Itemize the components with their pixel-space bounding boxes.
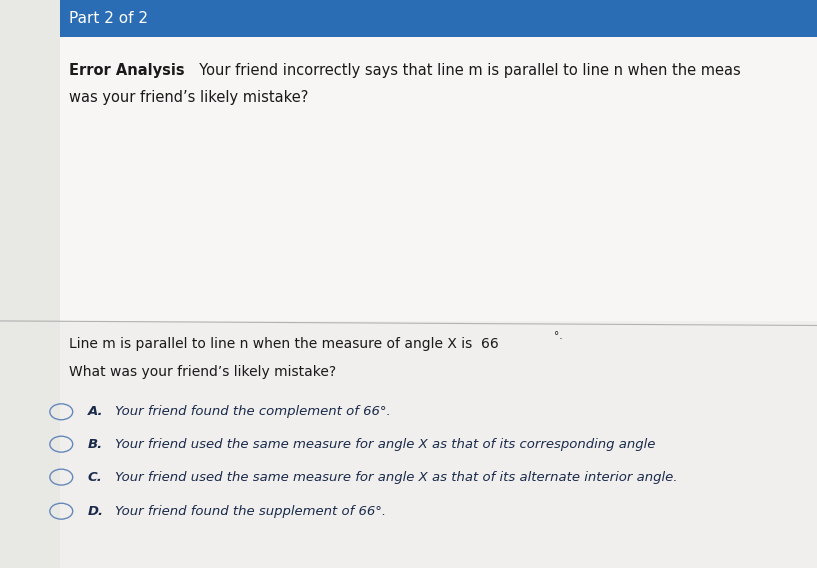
Text: C.: C. xyxy=(87,471,102,483)
Text: °.: °. xyxy=(554,331,563,341)
Text: Your friend used the same measure for angle X as that of its alternate interior : Your friend used the same measure for an… xyxy=(115,471,677,483)
Text: D.: D. xyxy=(87,505,104,517)
FancyBboxPatch shape xyxy=(60,37,817,321)
FancyBboxPatch shape xyxy=(60,0,817,37)
Text: Your friend found the complement of 66°.: Your friend found the complement of 66°. xyxy=(115,406,391,418)
Text: Error Analysis: Error Analysis xyxy=(69,64,185,78)
Text: Your friend found the supplement of 66°.: Your friend found the supplement of 66°. xyxy=(115,505,386,517)
Text: was your friend’s likely mistake?: was your friend’s likely mistake? xyxy=(69,90,309,105)
FancyBboxPatch shape xyxy=(0,0,60,568)
Text: Line m is parallel to line n when the measure of angle X is  66: Line m is parallel to line n when the me… xyxy=(69,337,499,350)
Text: B.: B. xyxy=(87,438,103,450)
Text: What was your friend’s likely mistake?: What was your friend’s likely mistake? xyxy=(69,365,337,379)
Text: Your friend used the same measure for angle X as that of its corresponding angle: Your friend used the same measure for an… xyxy=(115,438,655,450)
Text: Your friend incorrectly says that line m is parallel to line n when the meas: Your friend incorrectly says that line m… xyxy=(190,64,741,78)
Text: A.: A. xyxy=(87,406,103,418)
Text: Part 2 of 2: Part 2 of 2 xyxy=(69,11,149,26)
FancyBboxPatch shape xyxy=(60,321,817,568)
